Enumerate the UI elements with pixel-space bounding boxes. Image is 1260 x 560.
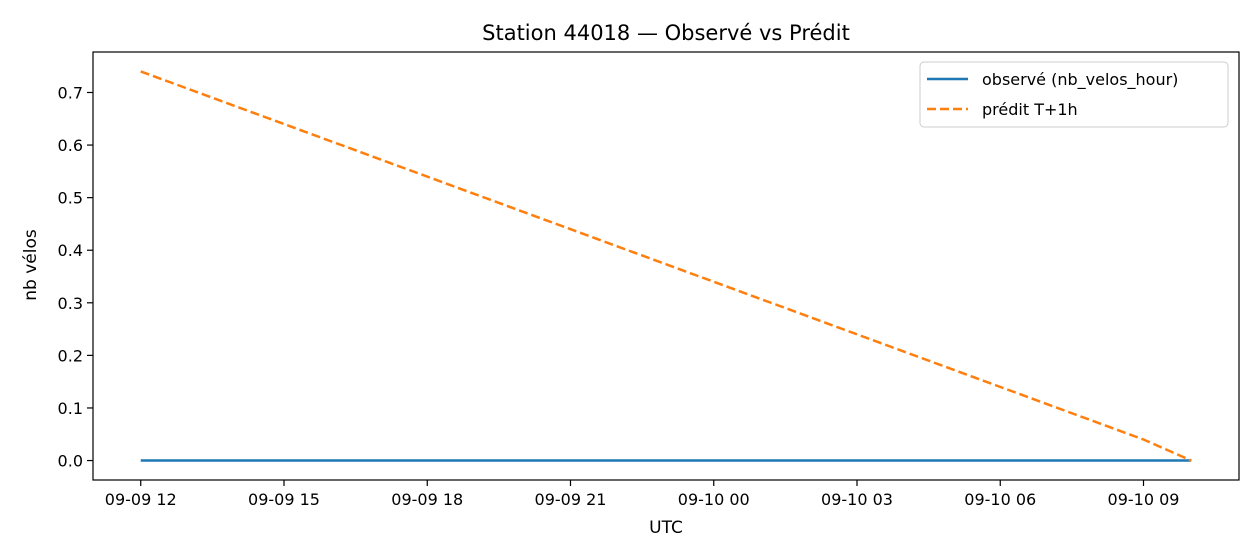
chart-title: Station 44018 — Observé vs Prédit [482, 21, 850, 45]
x-tick-label: 09-09 18 [391, 490, 463, 509]
x-tick-label: 09-10 03 [821, 490, 893, 509]
y-tick-label: 0.6 [58, 136, 83, 155]
axis-ticks: 09-09 12 09-09 15 09-09 18 09-09 21 09-10 00… [58, 83, 1180, 509]
x-tick-label: 09-10 06 [964, 490, 1036, 509]
y-tick-label: 0.4 [58, 241, 83, 260]
x-tick-label: 09-09 15 [248, 490, 320, 509]
legend: observé (nb_velos_hour) prédit T+1h [919, 61, 1229, 128]
y-tick-label: 0.3 [58, 294, 83, 313]
y-axis-label: nb vélos [21, 229, 41, 301]
x-tick-label: 09-09 21 [535, 490, 607, 509]
y-tick-label: 0.1 [58, 399, 83, 418]
x-axis-label: UTC [649, 518, 683, 538]
y-tick-label: 0.7 [58, 83, 83, 102]
x-tick-label: 09-10 00 [678, 490, 750, 509]
x-tick-label: 09-10 09 [1108, 490, 1180, 509]
x-tick-label: 09-09 12 [105, 490, 177, 509]
y-tick-label: 0.0 [58, 452, 83, 471]
series-lines [140, 70, 1192, 462]
series-line-predicted [140, 70, 1192, 462]
y-tick-label: 0.5 [58, 189, 83, 208]
plot-frame [92, 51, 1240, 481]
legend-label-observed: observé (nb_velos_hour) [982, 70, 1178, 90]
legend-label-predicted: prédit T+1h [982, 100, 1078, 119]
y-tick-label: 0.2 [58, 346, 83, 365]
legend-box [919, 61, 1229, 128]
